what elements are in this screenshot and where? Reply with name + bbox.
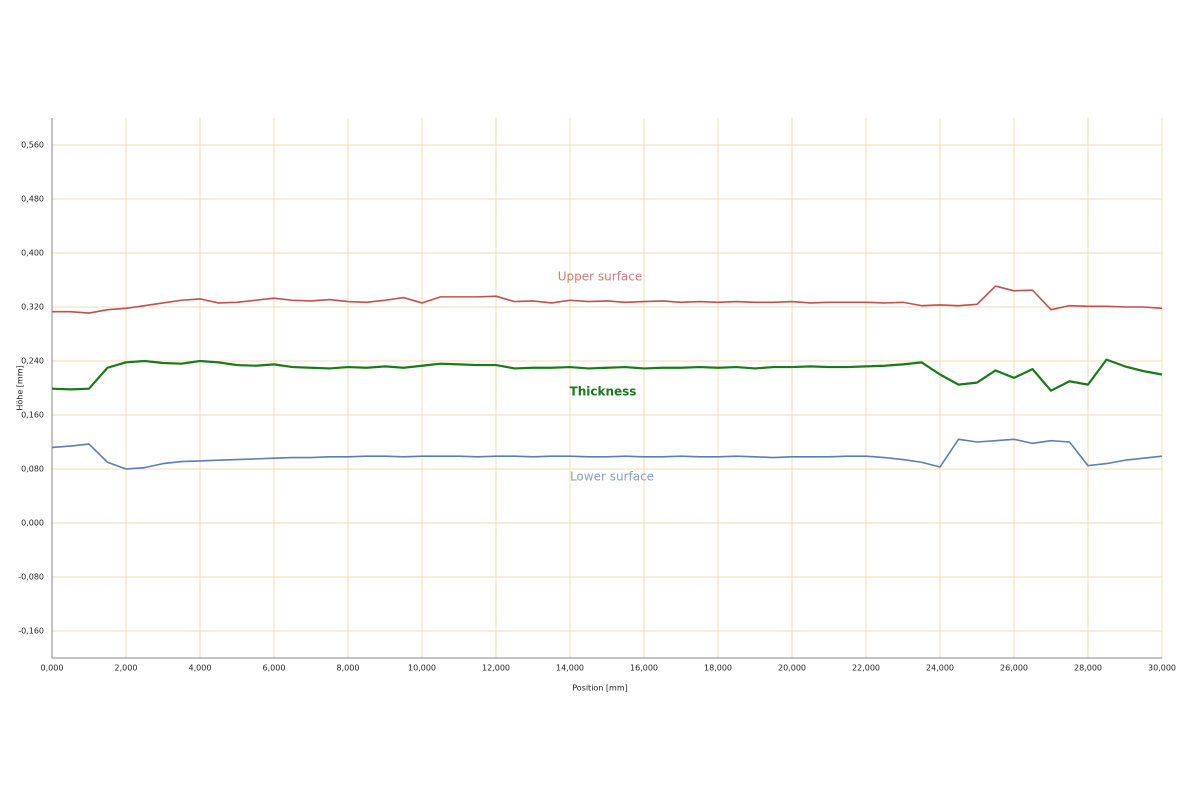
y-tick-label: 0,560 bbox=[21, 141, 44, 150]
x-tick-label: 0,000 bbox=[41, 664, 64, 673]
x-tick-label: 22,000 bbox=[852, 664, 880, 673]
x-tick-label: 6,000 bbox=[263, 664, 286, 673]
series-label: Thickness bbox=[570, 385, 637, 399]
y-tick-label: -0,160 bbox=[18, 627, 44, 636]
y-axis-label: Höhe [mm] bbox=[16, 365, 25, 410]
x-tick-label: 4,000 bbox=[189, 664, 212, 673]
x-tick-label: 20,000 bbox=[778, 664, 806, 673]
series-label: Upper surface bbox=[558, 270, 643, 284]
x-tick-label: 18,000 bbox=[704, 664, 732, 673]
x-tick-label: 8,000 bbox=[337, 664, 360, 673]
y-tick-label: 0,080 bbox=[21, 465, 44, 474]
x-tick-label: 2,000 bbox=[115, 664, 138, 673]
x-tick-label: 12,000 bbox=[482, 664, 510, 673]
y-tick-label: 0,160 bbox=[21, 411, 44, 420]
x-tick-label: 26,000 bbox=[1000, 664, 1028, 673]
x-tick-label: 30,000 bbox=[1148, 664, 1176, 673]
y-tick-label: 0,480 bbox=[21, 195, 44, 204]
y-tick-label: 0,400 bbox=[21, 249, 44, 258]
x-tick-label: 16,000 bbox=[630, 664, 658, 673]
y-tick-label: 0,240 bbox=[21, 357, 44, 366]
x-tick-label: 24,000 bbox=[926, 664, 954, 673]
x-axis-label: Position [mm] bbox=[572, 684, 628, 693]
x-tick-label: 28,000 bbox=[1074, 664, 1102, 673]
series-line bbox=[51, 358, 1163, 392]
x-tick-label: 10,000 bbox=[408, 664, 436, 673]
x-tick-label: 14,000 bbox=[556, 664, 584, 673]
y-tick-label: 0,320 bbox=[21, 303, 44, 312]
series-line bbox=[52, 285, 1163, 314]
series-line bbox=[51, 438, 1163, 470]
y-tick-label: 0,000 bbox=[21, 519, 44, 528]
series-label: Lower surface bbox=[570, 470, 654, 484]
y-tick-label: -0,080 bbox=[18, 573, 44, 582]
